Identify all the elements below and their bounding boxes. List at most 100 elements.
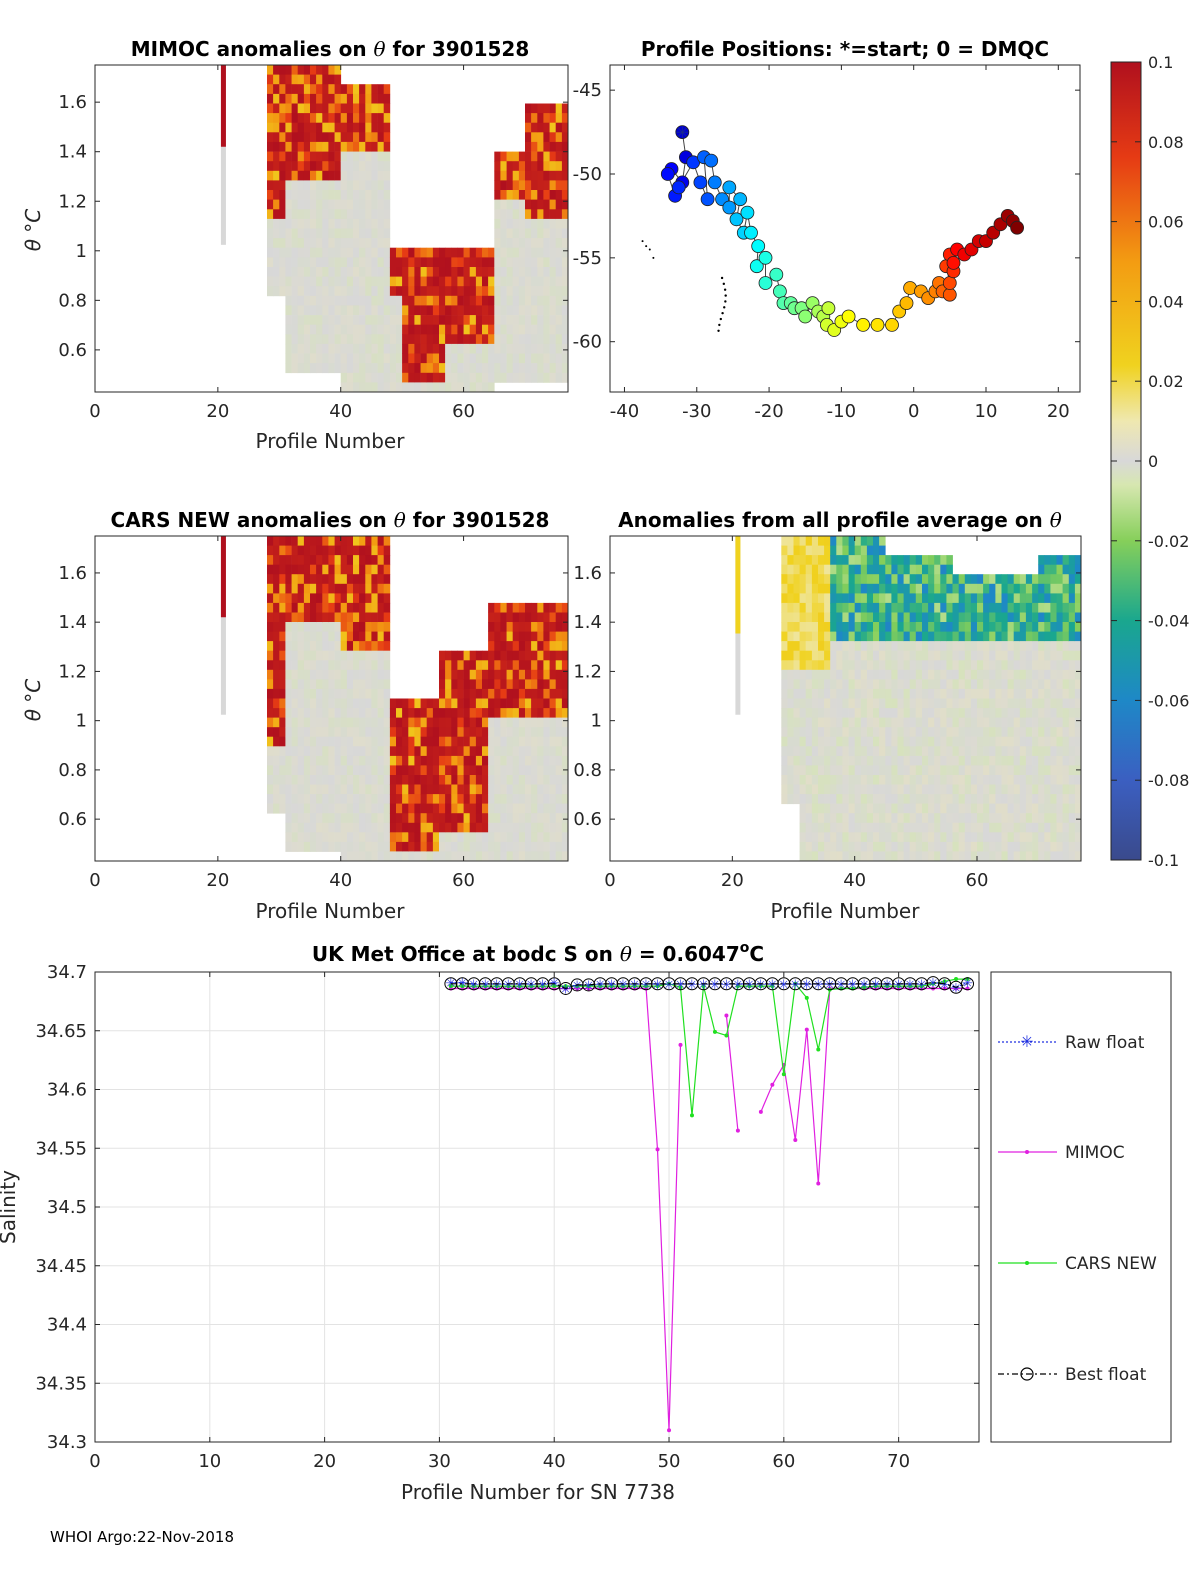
heatmap-cell (512, 238, 520, 249)
heatmap-cell (1007, 717, 1015, 728)
profile-position-point (707, 175, 722, 190)
heatmap-cell (463, 803, 471, 814)
heatmap-cell (1007, 708, 1015, 719)
heatmap-cell (1044, 717, 1051, 728)
heatmap-cell (303, 122, 311, 133)
heatmap-cell (897, 650, 904, 661)
heatmap-cell (903, 669, 911, 680)
heatmap-cell (1019, 574, 1027, 585)
heatmap-cell (420, 832, 428, 843)
heatmap-cell (903, 631, 911, 642)
heatmap-cell (426, 372, 434, 383)
heatmap-cell (488, 841, 495, 852)
heatmap-cell (1001, 803, 1008, 814)
heatmap-cell (340, 199, 348, 210)
heatmap-cell (340, 631, 348, 642)
heatmap-cell (482, 727, 489, 738)
heatmap-cell (445, 679, 452, 690)
heatmap-cell (340, 295, 348, 306)
raw-float-point: ✳ (618, 978, 629, 993)
heatmap-cell (359, 602, 366, 613)
heatmap-cell (457, 775, 464, 785)
heatmap-cell (439, 784, 446, 795)
heatmap-cell (922, 765, 929, 776)
heatmap-cell (359, 257, 366, 268)
heatmap-cell (958, 698, 966, 709)
heatmap-cell (297, 363, 305, 374)
heatmap-cell (328, 286, 335, 297)
heatmap-cell (964, 583, 972, 594)
heatmap-cell (805, 650, 813, 661)
heatmap-cell (1019, 841, 1027, 852)
heatmap-cell (340, 688, 348, 699)
heatmap-cell (500, 803, 507, 814)
heatmap-cell (1038, 574, 1045, 585)
heatmap-cell (328, 688, 335, 699)
heatmap-cell (297, 545, 305, 556)
heatmap-cell (866, 650, 874, 661)
salinity-legend: ✳ Raw float MIMOC CARS NEW Best float (990, 971, 1172, 1443)
heatmap-cell (371, 132, 378, 143)
heatmap-cell (1001, 650, 1008, 661)
heatmap-cell (555, 803, 563, 814)
heatmap-cell (383, 334, 391, 345)
heatmap-cell (995, 679, 1002, 690)
heatmap-cell (303, 93, 311, 104)
heatmap-cell (377, 784, 385, 795)
heatmap-cell (1044, 698, 1051, 709)
heatmap-cell (909, 822, 917, 833)
heatmap-cell (555, 736, 563, 747)
heatmap-cell (946, 736, 953, 747)
heatmap-cell (1056, 564, 1063, 575)
heatmap-cell (903, 602, 911, 613)
heatmap-cell (414, 276, 421, 287)
heatmap-cell (555, 170, 563, 181)
raw-float-point: ✳ (491, 978, 502, 993)
heatmap-cell (457, 363, 464, 374)
heatmap-cell (463, 851, 471, 862)
heatmap-cell (457, 736, 464, 747)
heatmap-cell (512, 247, 520, 258)
heatmap-cell (1038, 784, 1045, 795)
heatmap-cell (1056, 794, 1063, 805)
heatmap-cell (781, 536, 788, 546)
heatmap-cell (512, 775, 520, 785)
heatmap-cell (475, 257, 483, 268)
heatmap-cell (1050, 650, 1057, 661)
heatmap-cell (353, 851, 360, 862)
heatmap-cell (824, 698, 831, 709)
heatmap-cell (793, 641, 800, 652)
heatmap-cell (494, 199, 501, 210)
heatmap-cell (389, 267, 397, 277)
heatmap-cell (396, 247, 403, 258)
heatmap-cell (451, 315, 458, 326)
heatmap-cell (854, 545, 862, 556)
heatmap-cell (482, 276, 489, 287)
heatmap-cell (805, 813, 813, 824)
heatmap-cell (267, 286, 274, 297)
heatmap-cell (340, 343, 348, 354)
heatmap-cell (316, 122, 323, 133)
heatmap-cell (273, 113, 280, 124)
heatmap-cell (322, 574, 329, 585)
heatmap-cell (995, 698, 1002, 709)
heatmap-cell (799, 688, 807, 699)
heatmap-cell (340, 238, 348, 249)
heatmap-cell (842, 669, 849, 680)
heatmap-cell (316, 688, 323, 699)
x-tick-label: -40 (610, 401, 639, 422)
heatmap-cell (500, 708, 507, 719)
heatmap-cell (469, 755, 477, 766)
heatmap-cell (793, 775, 800, 785)
heatmap-cell (469, 305, 477, 316)
heatmap-cell (457, 679, 464, 690)
heatmap-cell (891, 574, 898, 585)
heatmap-cell (396, 794, 403, 805)
heatmap-cell (291, 564, 299, 575)
heatmap-cell (897, 660, 904, 671)
heatmap-cell (346, 382, 354, 393)
heatmap-cell (506, 822, 514, 833)
heatmap-cell (482, 813, 489, 824)
heatmap-cell (860, 593, 868, 604)
heatmap-cell (285, 536, 292, 546)
